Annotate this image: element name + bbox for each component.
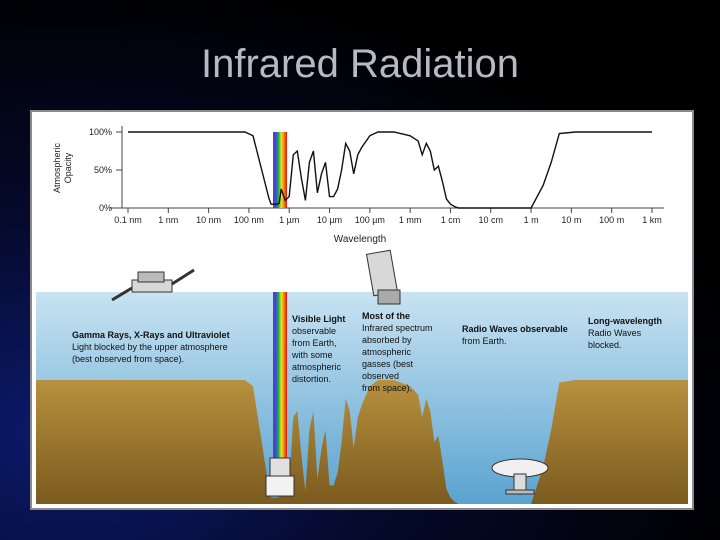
x-tick-label: 100 µm (355, 215, 385, 225)
annotation-infrared-line1: Most of the (362, 311, 410, 321)
ground-terrain (36, 380, 688, 504)
x-tick-label: 10 µm (317, 215, 342, 225)
annotation-infrared-line3: absorbed by (362, 335, 412, 345)
y-tick-label: 100% (89, 127, 112, 137)
annotation-gamma-line3: (best observed from space). (72, 354, 184, 364)
annotation-radio: Radio Waves observable from Earth. (462, 324, 568, 346)
ground-telescope-icon (265, 457, 295, 497)
radio-dish-icon (491, 458, 549, 495)
x-axis-label: Wavelength (334, 234, 386, 245)
x-tick-label: 1 cm (441, 215, 461, 225)
annotation-infrared-line6: observed (362, 371, 399, 381)
x-ticks: 0.1 nm 1 nm 10 nm 100 nm 1 µm 10 µm 100 µm 1 mm… (114, 208, 662, 225)
opacity-curve (128, 131, 652, 209)
annotation-infrared-line4: atmospheric (362, 347, 412, 357)
x-tick-label: 0.1 nm (114, 215, 142, 225)
x-tick-label: 10 m (561, 215, 581, 225)
x-tick-label: 1 km (642, 215, 662, 225)
annotation-radio-line2: from Earth. (462, 336, 507, 346)
opacity-chart: Atmospheric Opacity 100% 50% 0% 0.1 nm 1 nm… (36, 126, 688, 504)
y-tick-label: 50% (94, 165, 112, 175)
x-tick-label: 1 µm (279, 215, 299, 225)
x-tick-label: 100 nm (234, 215, 264, 225)
slide-title: Infrared Radiation (201, 42, 519, 86)
figure-frame: Atmospheric Opacity 100% 50% 0% 0.1 nm 1 nm… (30, 110, 694, 510)
annotation-visible-line4: with some (291, 350, 333, 360)
visible-band-lower (273, 292, 287, 472)
annotation-visible: Visible Light observable from Earth, wit… (291, 314, 345, 384)
y-ticks: 100% 50% 0% (89, 127, 122, 213)
annotation-long-radio-line3: blocked. (588, 340, 622, 350)
annotation-gamma-line2: Light blocked by the upper atmosphere (72, 342, 228, 352)
annotation-visible-line3: from Earth, (292, 338, 337, 348)
x-tick-label: 10 cm (479, 215, 504, 225)
annotation-infrared-line2: Infrared spectrum (362, 323, 433, 333)
annotation-long-radio-line1: Long-wavelength (588, 316, 662, 326)
satellite-icon (111, 268, 195, 302)
annotation-long-radio-line2: Radio Waves (588, 328, 642, 338)
x-tick-label: 1 mm (399, 215, 422, 225)
annotation-visible-line1: Visible Light (292, 314, 345, 324)
y-tick-label: 0% (99, 203, 112, 213)
annotation-infrared-line5: gasses (best (362, 359, 414, 369)
annotation-visible-line6: distortion. (292, 374, 331, 384)
annotation-visible-line5: atmospheric (292, 362, 342, 372)
space-telescope-icon (365, 249, 401, 305)
x-tick-label: 100 m (599, 215, 624, 225)
y-axis-label-line2: Opacity (63, 152, 73, 183)
annotation-long-radio: Long-wavelength Radio Waves blocked. (588, 316, 662, 350)
x-tick-label: 10 nm (196, 215, 221, 225)
annotation-infrared: Most of the Infrared spectrum absorbed b… (362, 311, 433, 393)
annotation-visible-line2: observable (292, 326, 336, 336)
annotation-infrared-line7: from space). (362, 383, 412, 393)
visible-band-top (273, 132, 287, 208)
annotation-gamma-line1: Gamma Rays, X-Rays and Ultraviolet (72, 330, 230, 340)
x-tick-label: 1 nm (158, 215, 178, 225)
annotation-gamma: Gamma Rays, X-Rays and Ultraviolet Light… (72, 330, 230, 364)
annotation-radio-line1: Radio Waves observable (462, 324, 568, 334)
y-axis-label-line1: Atmospheric (52, 142, 62, 193)
x-tick-label: 1 m (524, 215, 539, 225)
